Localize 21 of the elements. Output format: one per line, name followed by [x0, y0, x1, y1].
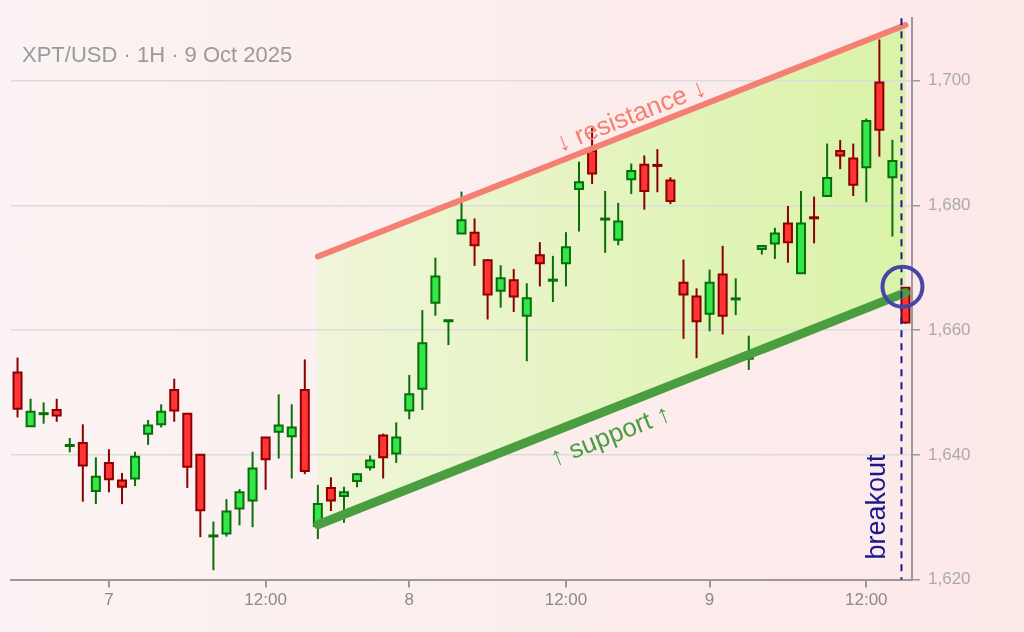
y-tick-label: 1,640: [928, 444, 971, 464]
candlestick: [208, 520, 219, 572]
x-tick-label: 9: [704, 590, 715, 610]
y-tick-label: 1,660: [928, 319, 971, 339]
text: XPT/USD · 1H · 9 Oct 2025: [22, 42, 293, 68]
candlestick: [38, 401, 49, 425]
candlestick: [730, 277, 741, 317]
candlestick: [809, 195, 821, 245]
candlestick: [443, 319, 454, 347]
x-tick-label: 12:00: [544, 590, 588, 610]
candlestick: [652, 148, 663, 194]
y-tick-label: 1,620: [928, 569, 971, 589]
x-tick-label: 12:00: [845, 590, 888, 610]
annotation: breakout: [861, 454, 892, 560]
x-tick-label: 8: [404, 590, 414, 610]
x-tick-label: 12:00: [244, 590, 287, 610]
y-tick-label: 1,700: [928, 70, 971, 90]
candlestick: [600, 189, 612, 254]
y-tick-label: 1,680: [928, 195, 971, 215]
candlestick: [546, 254, 558, 304]
x-tick-label: 7: [104, 590, 114, 610]
